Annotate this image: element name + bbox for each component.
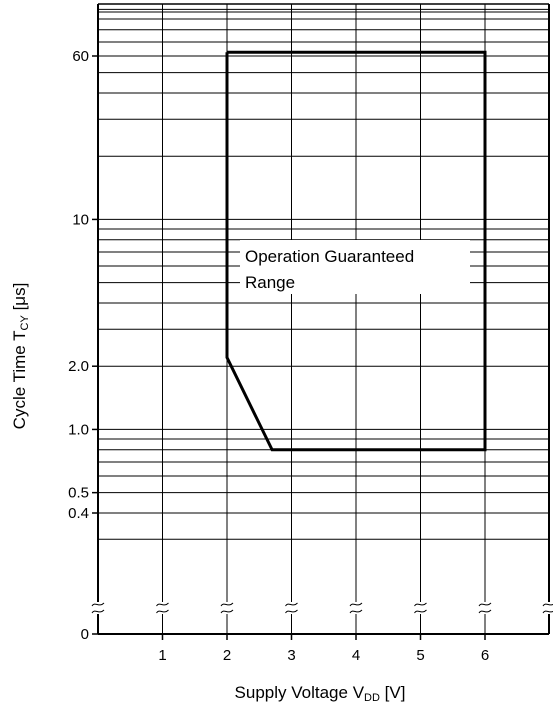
x-tick-label: 3 xyxy=(287,647,295,664)
axis-break-mark xyxy=(543,603,553,606)
axis-break-mark xyxy=(479,603,491,606)
y-tick-label: 0.5 xyxy=(68,485,89,502)
tick-labels: 60 10 2.0 1.0 0.5 0.4 0 1 2 3 4 5 6 xyxy=(68,48,489,664)
annotation-line-2: Range xyxy=(245,273,295,292)
x-tick-label: 2 xyxy=(223,647,231,664)
axis-break-mark xyxy=(92,610,104,613)
y-tick-label: 2.0 xyxy=(68,358,89,375)
y-tick-label: 0 xyxy=(81,626,89,643)
axis-break-mark xyxy=(479,610,491,613)
axis-break-mark xyxy=(221,610,233,613)
axis-break-mark xyxy=(415,603,427,606)
y-tick-label: 1.0 xyxy=(68,421,89,438)
axis-break-mark xyxy=(92,603,104,606)
axis-break-marks xyxy=(92,603,553,613)
axis-break-mark xyxy=(157,610,169,613)
axis-break-mark xyxy=(221,603,233,606)
axis-break-mark xyxy=(286,610,298,613)
axis-break-mark xyxy=(350,610,362,613)
axis-break-mark xyxy=(350,603,362,606)
x-tick-label: 6 xyxy=(481,647,489,664)
axis-break-mark xyxy=(286,603,298,606)
y-tick-label: 0.4 xyxy=(68,505,89,522)
x-tick-label: 4 xyxy=(352,647,360,664)
x-axis-label: Supply Voltage VDD [V] xyxy=(235,683,406,704)
grid xyxy=(98,4,549,634)
y-tick-label: 10 xyxy=(72,211,89,228)
annotation-line-1: Operation Guaranteed xyxy=(245,247,414,266)
axis-break-mark xyxy=(157,603,169,606)
axis-break-mark xyxy=(543,610,553,613)
x-tick-label: 1 xyxy=(158,647,166,664)
x-tick-label: 5 xyxy=(416,647,424,664)
y-axis-label: Cycle Time TCY [μs] xyxy=(10,283,31,430)
y-tick-label: 60 xyxy=(72,48,89,65)
axis-break-mark xyxy=(415,610,427,613)
